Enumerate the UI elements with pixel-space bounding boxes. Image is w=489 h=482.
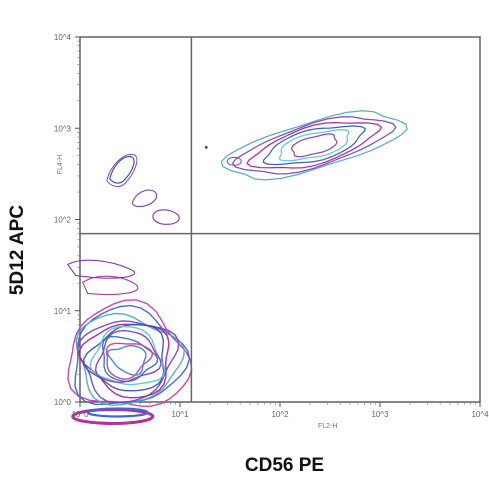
- y-tick-label: 10^2: [54, 216, 72, 225]
- contour-level: [109, 155, 135, 184]
- contour-level: [66, 259, 136, 279]
- contour-level: [226, 156, 242, 166]
- contour-level: [106, 153, 138, 187]
- contour-level: [262, 125, 366, 166]
- plot-frame: [79, 36, 481, 403]
- contour-population-3: [131, 189, 180, 225]
- contour-population-1: [204, 110, 408, 181]
- contour-level: [86, 407, 149, 418]
- x-axis-title: CD56 PE: [244, 455, 325, 476]
- contour-level: [101, 335, 159, 383]
- y-axis-title: 5D12 APC: [7, 204, 28, 296]
- y-axis-channel-label: FL4-H: [57, 155, 64, 174]
- contour-level: [278, 129, 350, 162]
- contour-level: [67, 299, 193, 407]
- contour-point: [204, 145, 208, 149]
- x-tick-label: 10^2: [271, 410, 289, 419]
- contour-level: [291, 133, 338, 158]
- contour-level: [246, 121, 383, 169]
- contour-level: [231, 116, 397, 175]
- x-tick-label: 10^4: [471, 410, 489, 419]
- y-tick-label: 10^3: [54, 124, 72, 133]
- tick-layer: 10^0 10^1 10^2 10^3 10^4 10^0 10^1 10^2 10^3 10^4…: [54, 33, 489, 430]
- x-axis-channel-label: FL2-H: [318, 423, 337, 430]
- y-tick-label: 10^0: [54, 398, 72, 407]
- contour-level: [82, 275, 139, 296]
- contour-level: [89, 325, 166, 386]
- contour-layer: [66, 110, 408, 425]
- contour-level: [152, 209, 180, 225]
- contour-level: [106, 344, 147, 376]
- contour-population-2: [106, 153, 138, 187]
- x-tick-label: 10^0: [71, 410, 89, 419]
- contour-level: [74, 304, 191, 406]
- contour-level: [83, 323, 165, 392]
- x-tick-label: 10^3: [371, 410, 389, 419]
- contour-level: [105, 342, 154, 380]
- x-tick-label: 10^1: [171, 410, 189, 419]
- gate-layer: [80, 37, 480, 402]
- contour-level: [131, 189, 158, 208]
- contour-level: [220, 110, 408, 181]
- axes-layer: [75, 36, 481, 407]
- y-tick-label: 10^4: [54, 33, 72, 42]
- y-tick-label: 10^1: [54, 307, 72, 316]
- contour-population-0: [66, 259, 193, 425]
